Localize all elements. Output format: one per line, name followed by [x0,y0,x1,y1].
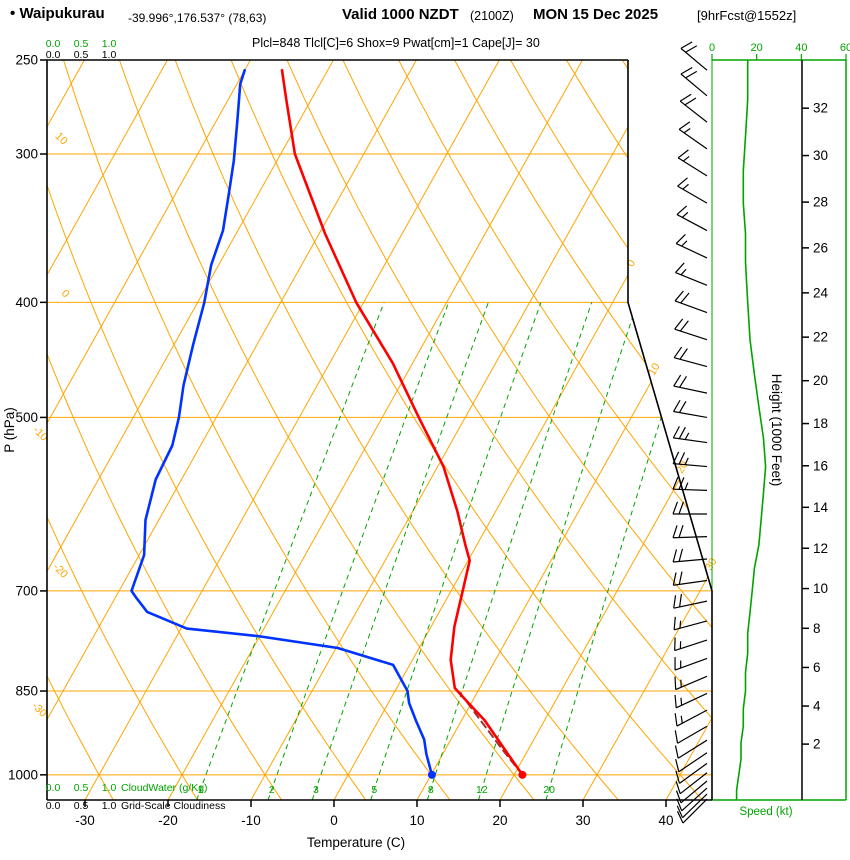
svg-text:300: 300 [15,147,38,162]
surface-dots [427,770,527,779]
isotherm-labels: 0 10 20 30 [625,258,720,573]
svg-text:20: 20 [492,813,507,828]
svg-text:10: 10 [813,581,828,596]
svg-text:0: 0 [625,258,638,269]
svg-text:CloudWater (g/Kg): CloudWater (g/Kg) [121,782,208,794]
svg-text:20: 20 [674,459,691,476]
svg-text:-30: -30 [75,813,95,828]
dry-adiabat-labels: 100-10-20-30 [29,130,71,719]
temperature-curve [280,68,524,777]
svg-text:26: 26 [813,240,828,255]
station-title: • Waipukurau [10,5,105,22]
svg-text:60: 60 [840,42,850,54]
svg-text:12: 12 [813,541,828,556]
svg-text:0.0: 0.0 [46,49,61,61]
svg-text:30: 30 [703,556,720,573]
svg-text:40: 40 [658,813,673,828]
svg-text:Height (1000 Feet): Height (1000 Feet) [769,374,784,487]
cloudiness-scale: 0.0 0.0 0.5 0.5 1.0 1.0 Grid-Scale Cloudiness [46,49,226,812]
svg-text:0.0: 0.0 [46,782,61,794]
svg-text:0: 0 [330,813,338,828]
svg-text:1.0: 1.0 [102,800,117,812]
svg-text:Speed (kt): Speed (kt) [739,806,792,818]
wind-speed-profile [735,60,767,800]
svg-text:2: 2 [813,737,821,752]
valid-time: Valid 1000 NZDT [342,6,459,23]
svg-text:-20: -20 [158,813,178,828]
surface-temperature-dot [518,770,527,779]
svg-text:6: 6 [813,660,821,675]
svg-text:1.0: 1.0 [102,38,117,50]
valid-utc: (2100Z) [470,9,514,23]
svg-text:14: 14 [813,500,829,515]
svg-text:1.0: 1.0 [102,782,117,794]
svg-text:500: 500 [15,410,38,425]
station-coords: -39.996°,176.537° (78,63) [128,11,267,25]
svg-text:4: 4 [813,699,821,714]
sounding-indices: Plcl=848 Tlcl[C]=6 Shox=9 Pwat[cm]=1 Cap… [252,36,540,50]
svg-text:18: 18 [813,416,828,431]
svg-text:20: 20 [543,784,555,796]
svg-text:8: 8 [813,621,821,636]
svg-text:10: 10 [646,361,663,378]
forecast-ref: [9hrFcst@1552z] [697,8,797,23]
svg-text:-20: -20 [50,561,70,581]
svg-text:30: 30 [575,813,590,828]
svg-text:P (hPa): P (hPa) [2,407,17,453]
svg-text:0: 0 [59,287,72,300]
svg-text:Temperature (C): Temperature (C) [307,835,405,850]
svg-text:3: 3 [313,784,319,796]
valid-date: MON 15 Dec 2025 [533,6,659,23]
mixing-ratio-lines [196,302,699,800]
svg-text:0.5: 0.5 [74,38,89,50]
svg-text:0: 0 [709,42,715,54]
svg-text:1.0: 1.0 [102,49,117,61]
svg-text:0.5: 0.5 [74,800,89,812]
svg-text:0.0: 0.0 [46,800,61,812]
plot-frame [46,59,713,801]
cloudwater-scale: 0.00.00.50.51.01.0 CloudWater (g/Kg) [46,38,208,794]
mixing-ratio-labels: 1 2 3 5 8 12 20 [198,784,555,796]
svg-text:1: 1 [198,784,204,796]
svg-text:20: 20 [813,373,828,388]
svg-text:10: 10 [53,130,70,147]
svg-text:5: 5 [371,784,377,796]
svg-text:24: 24 [813,285,829,300]
svg-text:2: 2 [269,784,275,796]
dewpoint-curve [130,68,434,777]
bullet-icon: • [10,5,16,22]
temperature-axis: -30 -20 -10 0 10 20 30 40 Temperature (C) [75,800,674,850]
svg-text:1000: 1000 [8,767,38,782]
svg-text:0.5: 0.5 [74,49,89,61]
svg-text:20: 20 [751,42,763,54]
svg-text:10: 10 [409,813,424,828]
svg-text:22: 22 [813,330,828,345]
svg-text:-10: -10 [241,813,261,828]
svg-text:12: 12 [476,784,488,796]
svg-text:8: 8 [428,784,434,796]
svg-text:30: 30 [813,148,828,163]
station-name: Waipukurau [19,5,105,22]
svg-text:0.5: 0.5 [74,782,89,794]
svg-text:700: 700 [15,583,38,598]
svg-text:40: 40 [795,42,807,54]
svg-text:0.0: 0.0 [46,38,61,50]
svg-text:250: 250 [15,53,38,68]
surface-dewpoint-dot [427,770,436,779]
svg-text:400: 400 [15,295,38,310]
svg-text:16: 16 [813,458,828,473]
svg-text:-30: -30 [29,700,49,720]
pressure-axis: 250 300 400 500 700 850 1000 P (hPa) [2,53,47,782]
svg-text:32: 32 [813,101,828,116]
svg-text:Grid-Scale Cloudiness: Grid-Scale Cloudiness [121,800,225,812]
wind-barbs [672,41,708,824]
svg-text:28: 28 [813,195,828,210]
svg-text:850: 850 [15,684,38,699]
